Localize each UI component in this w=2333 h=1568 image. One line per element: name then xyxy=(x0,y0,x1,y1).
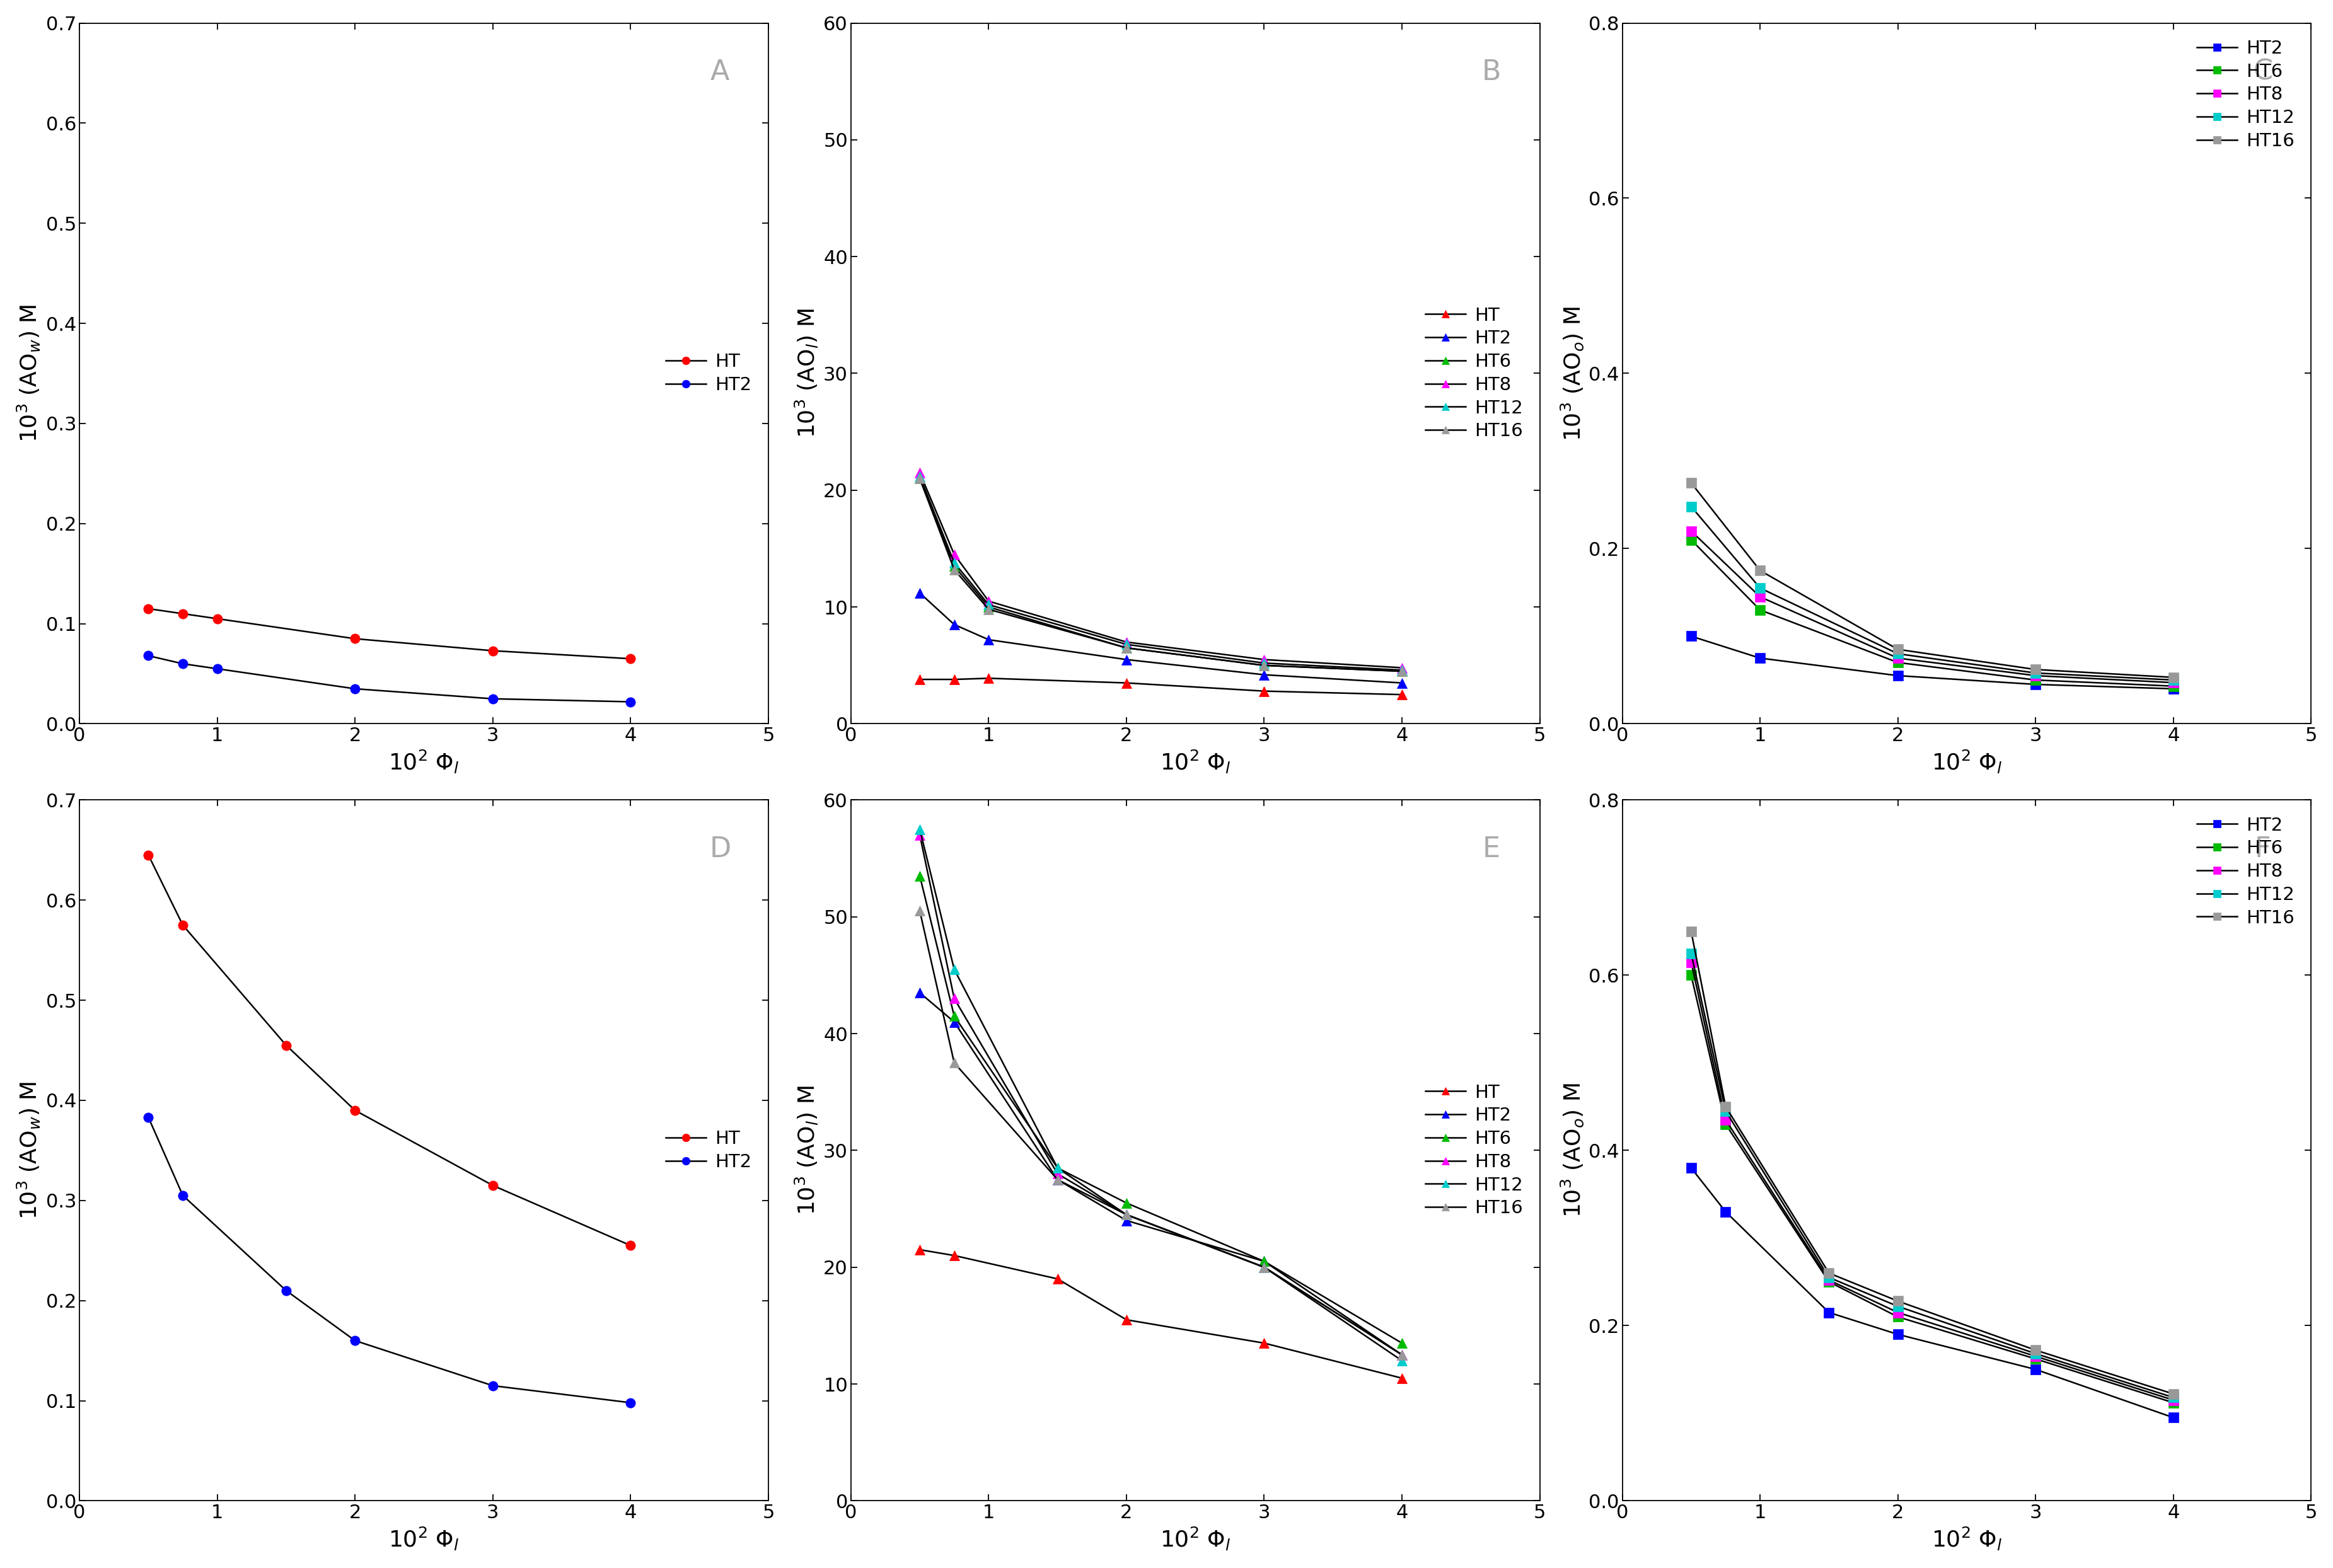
Text: F: F xyxy=(2254,836,2270,862)
Text: A: A xyxy=(712,58,730,86)
Legend: HT, HT2: HT, HT2 xyxy=(658,1123,758,1178)
Legend: HT2, HT6, HT8, HT12, HT16: HT2, HT6, HT8, HT12, HT16 xyxy=(2188,809,2303,935)
X-axis label: 10$^2$ $\Phi_l$: 10$^2$ $\Phi_l$ xyxy=(1932,1526,2002,1552)
Legend: HT2, HT6, HT8, HT12, HT16: HT2, HT6, HT8, HT12, HT16 xyxy=(2188,33,2303,157)
Y-axis label: 10$^3$ (AO$_o$) M: 10$^3$ (AO$_o$) M xyxy=(1558,1083,1584,1218)
X-axis label: 10$^2$ $\Phi_l$: 10$^2$ $\Phi_l$ xyxy=(1160,748,1232,775)
Legend: HT, HT2: HT, HT2 xyxy=(658,345,758,401)
Text: B: B xyxy=(1481,58,1500,86)
Legend: HT, HT2, HT6, HT8, HT12, HT16: HT, HT2, HT6, HT8, HT12, HT16 xyxy=(1418,1076,1530,1225)
X-axis label: 10$^2$ $\Phi_l$: 10$^2$ $\Phi_l$ xyxy=(1932,748,2002,775)
Y-axis label: 10$^3$ (AO$_l$) M: 10$^3$ (AO$_l$) M xyxy=(793,1085,819,1215)
Text: C: C xyxy=(2254,58,2272,86)
Legend: HT, HT2, HT6, HT8, HT12, HT16: HT, HT2, HT6, HT8, HT12, HT16 xyxy=(1418,299,1530,447)
Y-axis label: 10$^3$ (AO$_l$) M: 10$^3$ (AO$_l$) M xyxy=(793,309,819,437)
Text: D: D xyxy=(709,836,730,862)
Y-axis label: 10$^3$ (AO$_w$) M: 10$^3$ (AO$_w$) M xyxy=(16,1082,42,1220)
Y-axis label: 10$^3$ (AO$_w$) M: 10$^3$ (AO$_w$) M xyxy=(16,304,42,442)
X-axis label: 10$^2$ $\Phi_l$: 10$^2$ $\Phi_l$ xyxy=(390,1526,460,1552)
Text: E: E xyxy=(1484,836,1500,862)
X-axis label: 10$^2$ $\Phi_l$: 10$^2$ $\Phi_l$ xyxy=(390,748,460,775)
X-axis label: 10$^2$ $\Phi_l$: 10$^2$ $\Phi_l$ xyxy=(1160,1526,1232,1552)
Y-axis label: 10$^3$ (AO$_o$) M: 10$^3$ (AO$_o$) M xyxy=(1558,306,1584,441)
